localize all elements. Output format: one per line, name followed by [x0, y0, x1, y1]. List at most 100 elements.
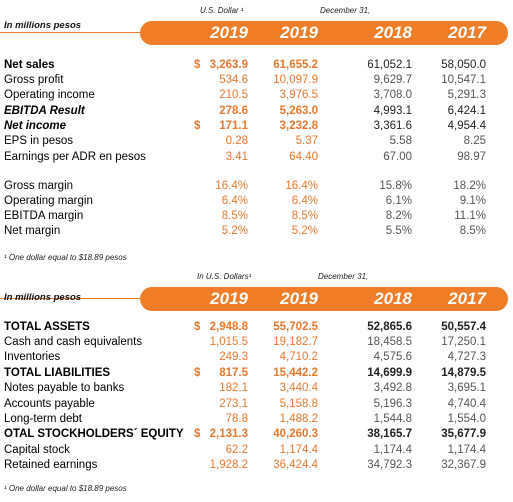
- cell-value: 5,263.0: [279, 105, 318, 117]
- header-banner: [140, 21, 508, 45]
- cell-value: 171.1: [219, 120, 248, 132]
- row-label: OTAL STOCKHOLDERS´ EQUITY: [4, 428, 184, 440]
- cell-value: 78.8: [225, 413, 248, 425]
- year-header: 2017: [448, 23, 486, 42]
- row-label: Net sales: [4, 59, 55, 71]
- cell-value: 8.5%: [221, 210, 248, 222]
- cell-value: 249.3: [219, 351, 248, 363]
- cell-value: 3,232.8: [279, 120, 318, 132]
- year-header: 2019: [210, 289, 248, 308]
- cell-value: 5.2%: [221, 225, 248, 237]
- currency-sign: $: [194, 367, 201, 379]
- cell-value: 4,575.6: [373, 351, 412, 363]
- cell-value: 5,196.3: [373, 398, 412, 410]
- date-header: December 31,: [318, 272, 369, 281]
- row-label: Gross profit: [4, 74, 64, 86]
- row-label: TOTAL ASSETS: [4, 321, 90, 333]
- cell-value: 9.1%: [459, 195, 486, 207]
- cell-value: 1,174.4: [447, 444, 486, 456]
- row-label: TOTAL LIABILITIES: [4, 367, 111, 379]
- row-label: Cash and cash equivalents: [4, 336, 143, 348]
- cell-value: 18.2%: [453, 180, 486, 192]
- year-header: 2017: [448, 289, 486, 308]
- cell-value: 1,928.2: [209, 459, 248, 471]
- row-label: Earnings per ADR en pesos: [4, 151, 146, 163]
- cell-value: 3,492.8: [373, 382, 412, 394]
- unit-header: In millions pesos: [4, 292, 82, 303]
- header-banner: [140, 287, 508, 311]
- cell-value: 58,050.0: [441, 59, 486, 71]
- cell-value: 1,554.0: [447, 413, 486, 425]
- cell-value: 8.5%: [459, 225, 486, 237]
- currency-sign: $: [194, 120, 201, 132]
- cell-value: 36,424.4: [273, 459, 318, 471]
- row-label: Net income: [4, 120, 66, 132]
- row-label: Net margin: [4, 225, 61, 237]
- currency-header: U.S. Dollar ¹: [200, 6, 244, 15]
- currency-header: In U.S. Dollars¹: [197, 272, 252, 281]
- cell-value: 50,557.4: [441, 321, 486, 333]
- cell-value: 3.41: [225, 151, 248, 163]
- cell-value: 3,976.5: [279, 89, 318, 101]
- row-label: Operating margin: [4, 195, 93, 207]
- cell-value: 534.6: [219, 74, 248, 86]
- cell-value: 1,544.8: [373, 413, 412, 425]
- cell-value: 10,547.1: [441, 74, 486, 86]
- cell-value: 16.4%: [285, 180, 318, 192]
- row-label: EBITDA margin: [4, 210, 84, 222]
- row-label: Notes payable to banks: [4, 382, 125, 394]
- cell-value: 35,677.9: [441, 428, 486, 440]
- cell-value: 10,097.9: [273, 74, 318, 86]
- row-label: Long-term debt: [4, 413, 82, 425]
- cell-value: 52,865.6: [367, 321, 412, 333]
- cell-value: 5,158.8: [279, 398, 318, 410]
- row-label: EPS in pesos: [4, 135, 74, 147]
- cell-value: 4,710.2: [279, 351, 318, 363]
- year-header: 2019: [210, 23, 248, 42]
- cell-value: 8.25: [463, 135, 486, 147]
- cell-value: 16.4%: [215, 180, 248, 192]
- year-header: 2019: [280, 23, 318, 42]
- cell-value: 8.5%: [291, 210, 318, 222]
- cell-value: 278.6: [219, 105, 248, 117]
- cell-value: 67.00: [383, 151, 412, 163]
- cell-value: 5.2%: [291, 225, 318, 237]
- year-header: 2018: [374, 289, 412, 308]
- cell-value: 17,250.1: [441, 336, 486, 348]
- row-label: Capital stock: [4, 444, 70, 456]
- row-label: Operating income: [4, 89, 95, 101]
- cell-value: 38,165.7: [367, 428, 412, 440]
- cell-value: 1,174.4: [373, 444, 412, 456]
- year-header: 2018: [374, 23, 412, 42]
- cell-value: 210.5: [219, 89, 248, 101]
- cell-value: 61,052.1: [367, 59, 412, 71]
- cell-value: 5.37: [295, 135, 318, 147]
- cell-value: 2,131.3: [209, 428, 248, 440]
- cell-value: 6,424.1: [447, 105, 486, 117]
- cell-value: 4,740.4: [447, 398, 486, 410]
- date-header: December 31,: [320, 6, 371, 15]
- row-label: Retained earnings: [4, 459, 98, 471]
- unit-header: In millions pesos: [4, 20, 82, 31]
- currency-sign: $: [194, 321, 201, 333]
- cell-value: 9,629.7: [373, 74, 412, 86]
- cell-value: 61,655.2: [273, 59, 318, 71]
- row-label: Inventories: [4, 351, 61, 363]
- cell-value: 19,182.7: [273, 336, 318, 348]
- cell-value: 32,367.9: [441, 459, 486, 471]
- cell-value: 817.5: [219, 367, 248, 379]
- cell-value: 8.2%: [385, 210, 412, 222]
- cell-value: 2,948.8: [209, 321, 248, 333]
- cell-value: 6.1%: [385, 195, 412, 207]
- cell-value: 34,792.3: [367, 459, 412, 471]
- cell-value: 0.28: [225, 135, 248, 147]
- cell-value: 14,699.9: [367, 367, 412, 379]
- cell-value: 3,361.6: [373, 120, 412, 132]
- cell-value: 4,727.3: [447, 351, 486, 363]
- cell-value: 3,708.0: [373, 89, 412, 101]
- cell-value: 182.1: [219, 382, 248, 394]
- cell-value: 62.2: [225, 444, 248, 456]
- cell-value: 64.40: [289, 151, 318, 163]
- header-rule: [0, 298, 150, 299]
